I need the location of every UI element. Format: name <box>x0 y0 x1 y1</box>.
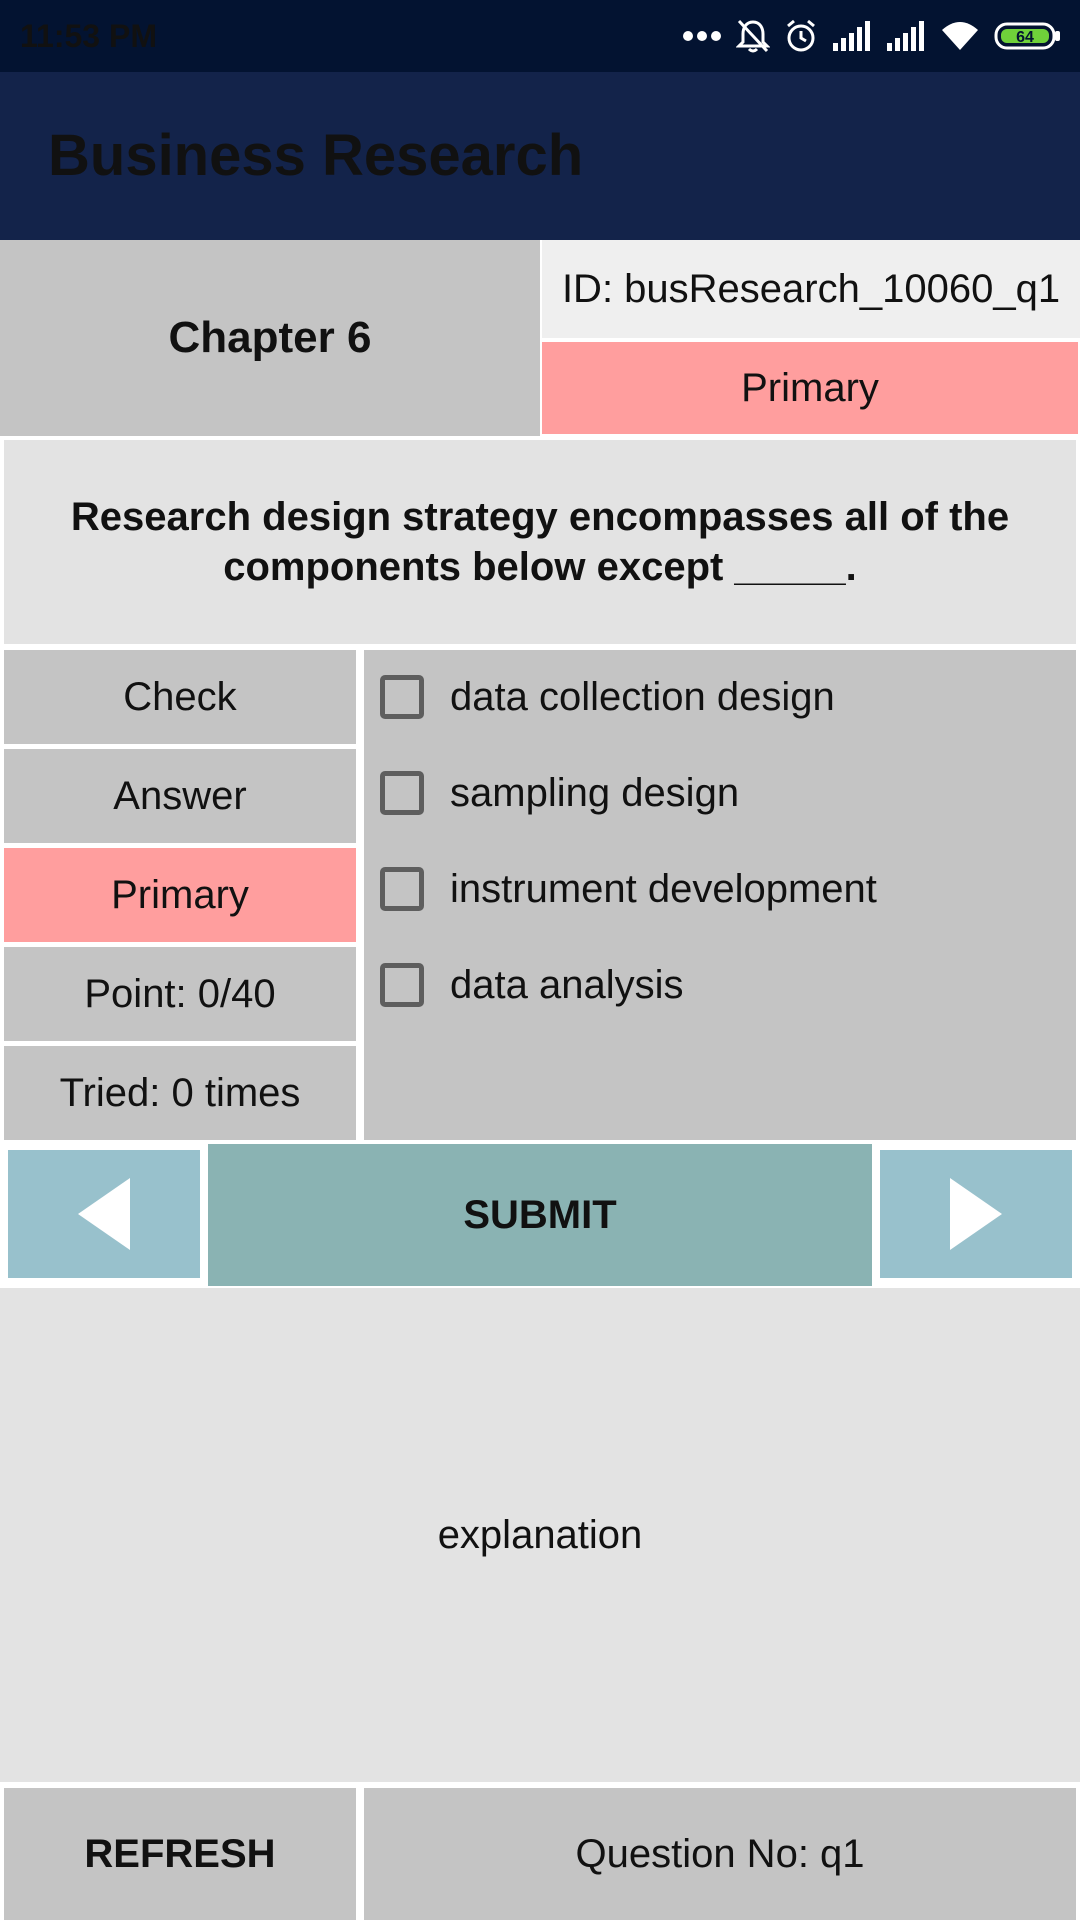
option-label: data analysis <box>450 962 684 1007</box>
refresh-button[interactable]: REFRESH <box>4 1788 356 1920</box>
app-bar <box>0 72 1080 240</box>
option-label: data collection design <box>450 674 835 719</box>
triangle-left-icon <box>78 1178 130 1250</box>
chapter-label: Chapter 6 <box>0 240 540 436</box>
battery-icon: 64 <box>994 21 1062 51</box>
checkbox[interactable] <box>380 963 424 1007</box>
question-type-badge: Primary <box>542 342 1078 434</box>
option-item[interactable]: data analysis <box>380 950 683 1020</box>
signal-icon <box>886 21 926 51</box>
point-label: Point: 0/40 <box>4 947 356 1041</box>
option-item[interactable]: sampling design <box>380 758 739 828</box>
next-button[interactable] <box>880 1150 1072 1278</box>
option-label: instrument development <box>450 866 877 911</box>
more-dots-icon <box>682 30 722 42</box>
status-icons: 64 <box>682 0 1062 72</box>
primary-button[interactable]: Primary <box>4 848 356 942</box>
checkbox[interactable] <box>380 771 424 815</box>
question-number: Question No: q1 <box>364 1788 1076 1920</box>
submit-button[interactable]: SUBMIT <box>208 1144 872 1286</box>
previous-button[interactable] <box>8 1150 200 1278</box>
option-item[interactable]: instrument development <box>380 854 877 924</box>
option-label: sampling design <box>450 770 740 815</box>
answer-button[interactable]: Answer <box>4 749 356 843</box>
status-bar <box>0 0 1080 72</box>
explanation-area: explanation <box>0 1288 1080 1782</box>
check-button[interactable]: Check <box>4 650 356 744</box>
battery-level: 64 <box>1016 29 1034 46</box>
wifi-icon <box>940 20 980 52</box>
status-time: 11:53 PM <box>20 18 157 54</box>
question-text: Research design strategy encompasses all… <box>4 440 1076 644</box>
question-id: ID: busResearch_10060_q1 <box>542 240 1080 338</box>
signal-icon <box>832 21 872 51</box>
alarm-icon <box>784 18 818 54</box>
options-panel <box>364 650 1076 1140</box>
option-item[interactable]: data collection design <box>380 662 835 732</box>
checkbox[interactable] <box>380 867 424 911</box>
mute-bell-icon <box>736 18 770 54</box>
checkbox[interactable] <box>380 675 424 719</box>
triangle-right-icon <box>950 1178 1002 1250</box>
tried-label: Tried: 0 times <box>4 1046 356 1140</box>
app-title: Business Research <box>48 123 584 188</box>
